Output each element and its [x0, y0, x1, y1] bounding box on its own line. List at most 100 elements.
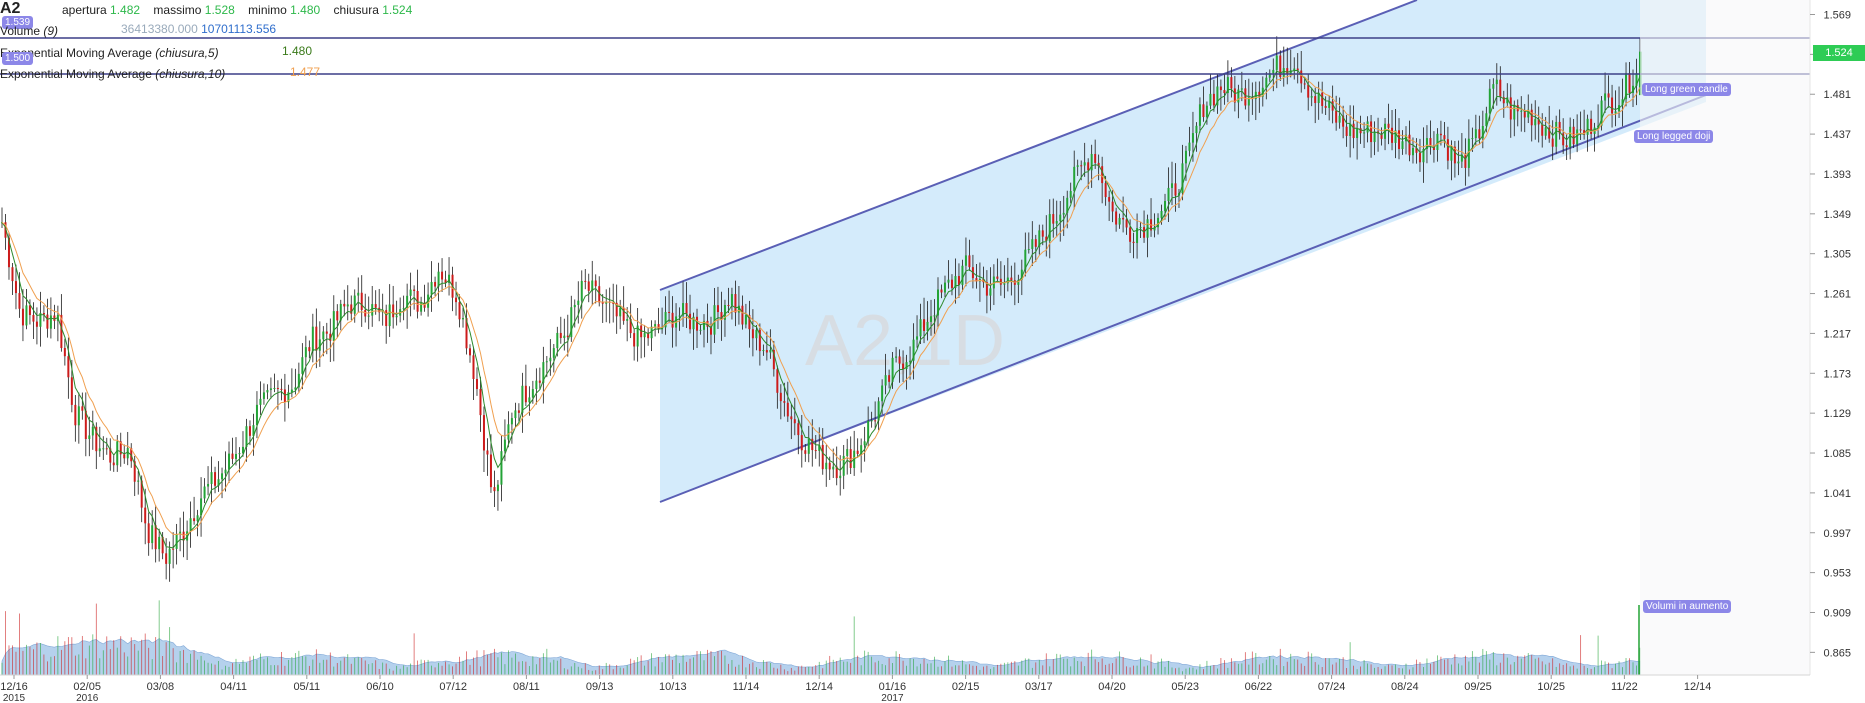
candle-body	[14, 281, 17, 294]
annotation-green-candle[interactable]: Long green candle	[1642, 83, 1731, 96]
candle-body	[591, 280, 594, 291]
candle-body	[762, 350, 765, 352]
candle-body	[11, 267, 14, 282]
candle-body	[598, 286, 601, 303]
candle-body	[947, 279, 950, 283]
candle-body	[175, 534, 178, 549]
candle-body	[1443, 135, 1446, 140]
candle-body	[77, 406, 80, 426]
candle-body	[654, 324, 657, 327]
candle-body	[1237, 89, 1240, 103]
candle-body	[1108, 197, 1111, 202]
candle-body	[147, 523, 150, 544]
x-tick-label: 09/25	[1464, 681, 1492, 693]
candle-body	[1565, 145, 1568, 148]
candle-body	[1555, 121, 1558, 147]
ema5-label: Exponential Moving Average	[0, 46, 152, 60]
candle-body	[1017, 279, 1020, 285]
candle-body	[1502, 97, 1505, 104]
candle-body	[1296, 68, 1299, 71]
candle-body	[776, 369, 779, 393]
candle-body	[870, 420, 873, 422]
x-tick-label: 06/22	[1245, 681, 1273, 693]
candle-body	[790, 416, 793, 420]
volume-legend[interactable]: Volume (9)	[0, 24, 58, 38]
candle-body	[1373, 131, 1376, 143]
candle-body	[290, 389, 293, 393]
candle-body	[1226, 77, 1229, 94]
candle-body	[182, 531, 185, 541]
candle-body	[304, 347, 307, 358]
candle-body	[329, 333, 332, 341]
candle-body	[633, 333, 636, 347]
candle-body	[916, 336, 919, 340]
candle-body	[1474, 129, 1477, 139]
volume-values: 36413380.000 10701113.556	[121, 22, 276, 36]
candle-body	[895, 356, 898, 358]
candle-body	[1118, 217, 1121, 225]
y-tick-label: 1.085	[1823, 448, 1851, 460]
line-tag-top: 1.539	[2, 16, 34, 29]
candle-body	[723, 305, 726, 320]
candle-body	[930, 316, 933, 322]
candle-body	[308, 347, 311, 352]
candle-body	[860, 445, 863, 454]
candle-body	[811, 438, 814, 451]
candle-body	[1576, 129, 1579, 145]
candle-body	[507, 424, 510, 440]
x-tick-label: 07/12	[439, 681, 467, 693]
candle-body	[1394, 130, 1397, 143]
candle-body	[542, 362, 545, 383]
candle-body	[1062, 212, 1065, 215]
candle-body	[1240, 88, 1243, 90]
candle-body	[241, 446, 244, 454]
candle-body	[252, 425, 255, 436]
candle-body	[1087, 162, 1090, 171]
candle-body	[937, 289, 939, 316]
candle-body	[1279, 55, 1282, 77]
candle-body	[140, 480, 143, 508]
candle-body	[1495, 79, 1498, 85]
candle-body	[517, 410, 520, 413]
ema5-legend[interactable]: Exponential Moving Average (chiusura,5)	[0, 46, 219, 60]
annotation-doji[interactable]: Long legged doji	[1634, 130, 1714, 143]
volume-param: (9)	[43, 24, 59, 38]
candle-body	[828, 462, 831, 470]
annotation-volume[interactable]: Volumi in aumento	[1643, 600, 1732, 613]
candle-body	[259, 398, 262, 405]
candle-body	[1335, 110, 1338, 123]
candle-body	[95, 426, 98, 452]
ema10-param: (chiusura,10)	[155, 67, 226, 81]
ema10-line	[1, 73, 1641, 536]
volume-value: 36413380.000	[121, 22, 198, 36]
future-area	[1640, 0, 1810, 675]
candle-body	[744, 315, 747, 325]
candle-body	[482, 415, 485, 451]
candle-body	[1216, 86, 1219, 106]
x-tick-label: 03/17	[1025, 681, 1053, 693]
candle-body	[755, 329, 758, 339]
x-tick-label: 10/25	[1537, 681, 1565, 693]
candle-body	[1167, 187, 1170, 202]
candle-body	[985, 282, 988, 296]
candle-body	[301, 357, 304, 374]
candle-body	[1590, 118, 1593, 134]
candle-body	[231, 453, 234, 459]
candle-body	[1125, 219, 1128, 228]
candle-body	[1513, 105, 1516, 120]
ema10-legend[interactable]: Exponential Moving Average (chiusura,10)	[0, 67, 225, 81]
candle-body	[835, 466, 838, 479]
candle-body	[1356, 128, 1359, 139]
candle-body	[60, 314, 63, 349]
candle-body	[332, 311, 335, 341]
candle-body	[601, 302, 604, 304]
candle-body	[32, 315, 35, 322]
candle-body	[255, 404, 258, 426]
candle-body	[392, 304, 395, 318]
candle-body	[280, 388, 283, 390]
candle-body	[825, 462, 828, 470]
candle-body	[364, 309, 367, 317]
ema5-value: 1.480	[282, 44, 313, 58]
candle-body	[528, 397, 531, 403]
